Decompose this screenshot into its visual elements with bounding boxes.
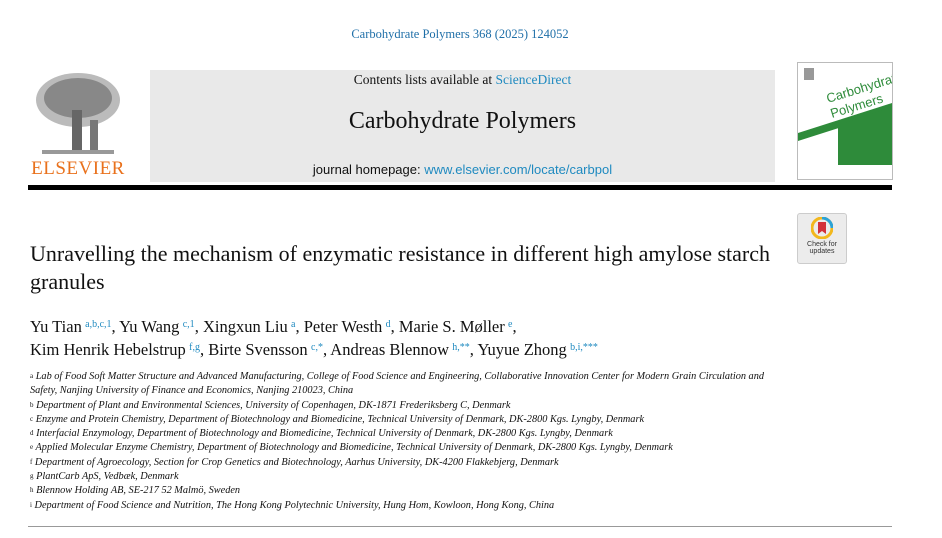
author-affiliation-marks[interactable]: a,b,c,1: [85, 319, 112, 330]
affiliation-key: g: [30, 472, 34, 481]
affiliation-key: h: [30, 486, 34, 495]
author[interactable]: Yu Wang c,1: [119, 317, 195, 336]
affiliation-text: Department of Agroecology, Section for C…: [34, 456, 559, 468]
affiliation: e Applied Molecular Enzyme Chemistry, De…: [30, 441, 770, 455]
author-affiliation-marks[interactable]: c,*: [311, 342, 323, 353]
author-affiliation-marks[interactable]: h,**: [452, 342, 470, 353]
journal-reference[interactable]: Carbohydrate Polymers 368 (2025) 124052: [351, 27, 569, 41]
author-affiliation-marks[interactable]: b,i,***: [570, 342, 598, 353]
elsevier-logo[interactable]: ELSEVIER: [28, 70, 128, 182]
author[interactable]: Kim Henrik Hebelstrup f,g: [30, 340, 200, 359]
affiliation-key: d: [30, 429, 34, 438]
author[interactable]: Marie S. Møller e: [399, 317, 513, 336]
affiliation-text: Department of Plant and Environmental Sc…: [36, 399, 511, 411]
author-affiliation-marks[interactable]: d: [385, 319, 391, 330]
cover-graphic: Carbohydrate Polymers: [798, 68, 892, 165]
author[interactable]: Birte Svensson c,*: [208, 340, 323, 359]
author[interactable]: Andreas Blennow h,**: [330, 340, 470, 359]
affiliation: h Blennow Holding AB, SE-217 52 Malmö, S…: [30, 484, 770, 498]
journal-cover[interactable]: Carbohydrate Polymers: [797, 62, 893, 180]
affiliation: d Interfacial Enzymology, Department of …: [30, 427, 770, 441]
author-name[interactable]: Andreas Blennow: [330, 340, 449, 359]
contents-line: Contents lists available at ScienceDirec…: [150, 72, 775, 88]
affiliation-text: Blennow Holding AB, SE-217 52 Malmö, Swe…: [36, 485, 241, 497]
header-rule: [28, 185, 892, 190]
check-line2: updates: [809, 248, 835, 255]
author-affiliation-marks[interactable]: a: [291, 319, 296, 330]
author-name[interactable]: Peter Westh: [303, 317, 383, 336]
affiliation: i Department of Food Science and Nutriti…: [30, 499, 770, 513]
affiliation: f Department of Agroecology, Section for…: [30, 456, 770, 470]
homepage-line: journal homepage: www.elsevier.com/locat…: [150, 162, 775, 177]
author-affiliation-marks[interactable]: f,g: [189, 342, 200, 353]
author-name[interactable]: Yu Tian: [30, 317, 82, 336]
author-name[interactable]: Yu Wang: [119, 317, 180, 336]
homepage-link[interactable]: www.elsevier.com/locate/carbpol: [424, 162, 613, 177]
author-name[interactable]: Yuyue Zhong: [477, 340, 567, 359]
elsevier-wordmark: ELSEVIER: [31, 158, 125, 179]
contents-prefix: Contents lists available at: [353, 72, 496, 87]
affiliation: a Lab of Food Soft Matter Structure and …: [30, 370, 770, 399]
author-name[interactable]: Marie S. Møller: [398, 317, 505, 336]
author[interactable]: Xingxun Liu a: [203, 317, 296, 336]
check-for-updates-button[interactable]: Check for updates: [797, 213, 847, 264]
affiliation: c Enzyme and Protein Chemistry, Departme…: [30, 413, 770, 427]
author-affiliation-marks[interactable]: c,1: [182, 319, 195, 330]
check-line1: Check for: [807, 241, 837, 248]
bookmark-icon: [810, 216, 834, 240]
author-list: Yu Tian a,b,c,1, Yu Wang c,1, Xingxun Li…: [30, 317, 598, 359]
affiliation-key: f: [30, 457, 33, 466]
affiliation: g PlantCarb ApS, Vedbæk, Denmark: [30, 470, 770, 484]
affiliation-text: Lab of Food Soft Matter Structure and Ad…: [30, 371, 765, 397]
homepage-prefix: journal homepage:: [312, 162, 425, 177]
author[interactable]: Peter Westh d: [304, 317, 391, 336]
journal-title: Carbohydrate Polymers: [348, 108, 577, 134]
footer-rule: [28, 526, 892, 527]
affiliation-text: Applied Molecular Enzyme Chemistry, Depa…: [35, 442, 673, 454]
author[interactable]: Yu Tian a,b,c,1: [30, 317, 112, 336]
article-title: Unravelling the mechanism of enzymatic r…: [30, 241, 771, 294]
affiliation-key: i: [30, 500, 32, 509]
affiliation-text: Interfacial Enzymology, Department of Bi…: [36, 428, 613, 440]
affiliation-key: e: [30, 443, 34, 452]
author[interactable]: Yuyue Zhong b,i,***: [477, 340, 597, 359]
affiliation-key: a: [30, 372, 34, 380]
affiliation-text: Enzyme and Protein Chemistry, Department…: [35, 413, 645, 425]
journal-header-box: Contents lists available at ScienceDirec…: [150, 70, 775, 182]
author-affiliation-marks[interactable]: e: [508, 319, 513, 330]
author-name[interactable]: Kim Henrik Hebelstrup: [30, 340, 186, 359]
affiliation-list: a Lab of Food Soft Matter Structure and …: [30, 370, 770, 513]
tree-icon: [36, 73, 120, 154]
author-name[interactable]: Birte Svensson: [208, 340, 308, 359]
affiliation-key: c: [30, 414, 34, 423]
affiliation-key: b: [30, 400, 34, 409]
affiliation-text: Department of Food Science and Nutrition…: [34, 499, 555, 511]
affiliation-text: PlantCarb ApS, Vedbæk, Denmark: [36, 471, 179, 483]
affiliation: b Department of Plant and Environmental …: [30, 399, 770, 413]
sciencedirect-link[interactable]: ScienceDirect: [495, 72, 572, 87]
author-name[interactable]: Xingxun Liu: [202, 317, 288, 336]
